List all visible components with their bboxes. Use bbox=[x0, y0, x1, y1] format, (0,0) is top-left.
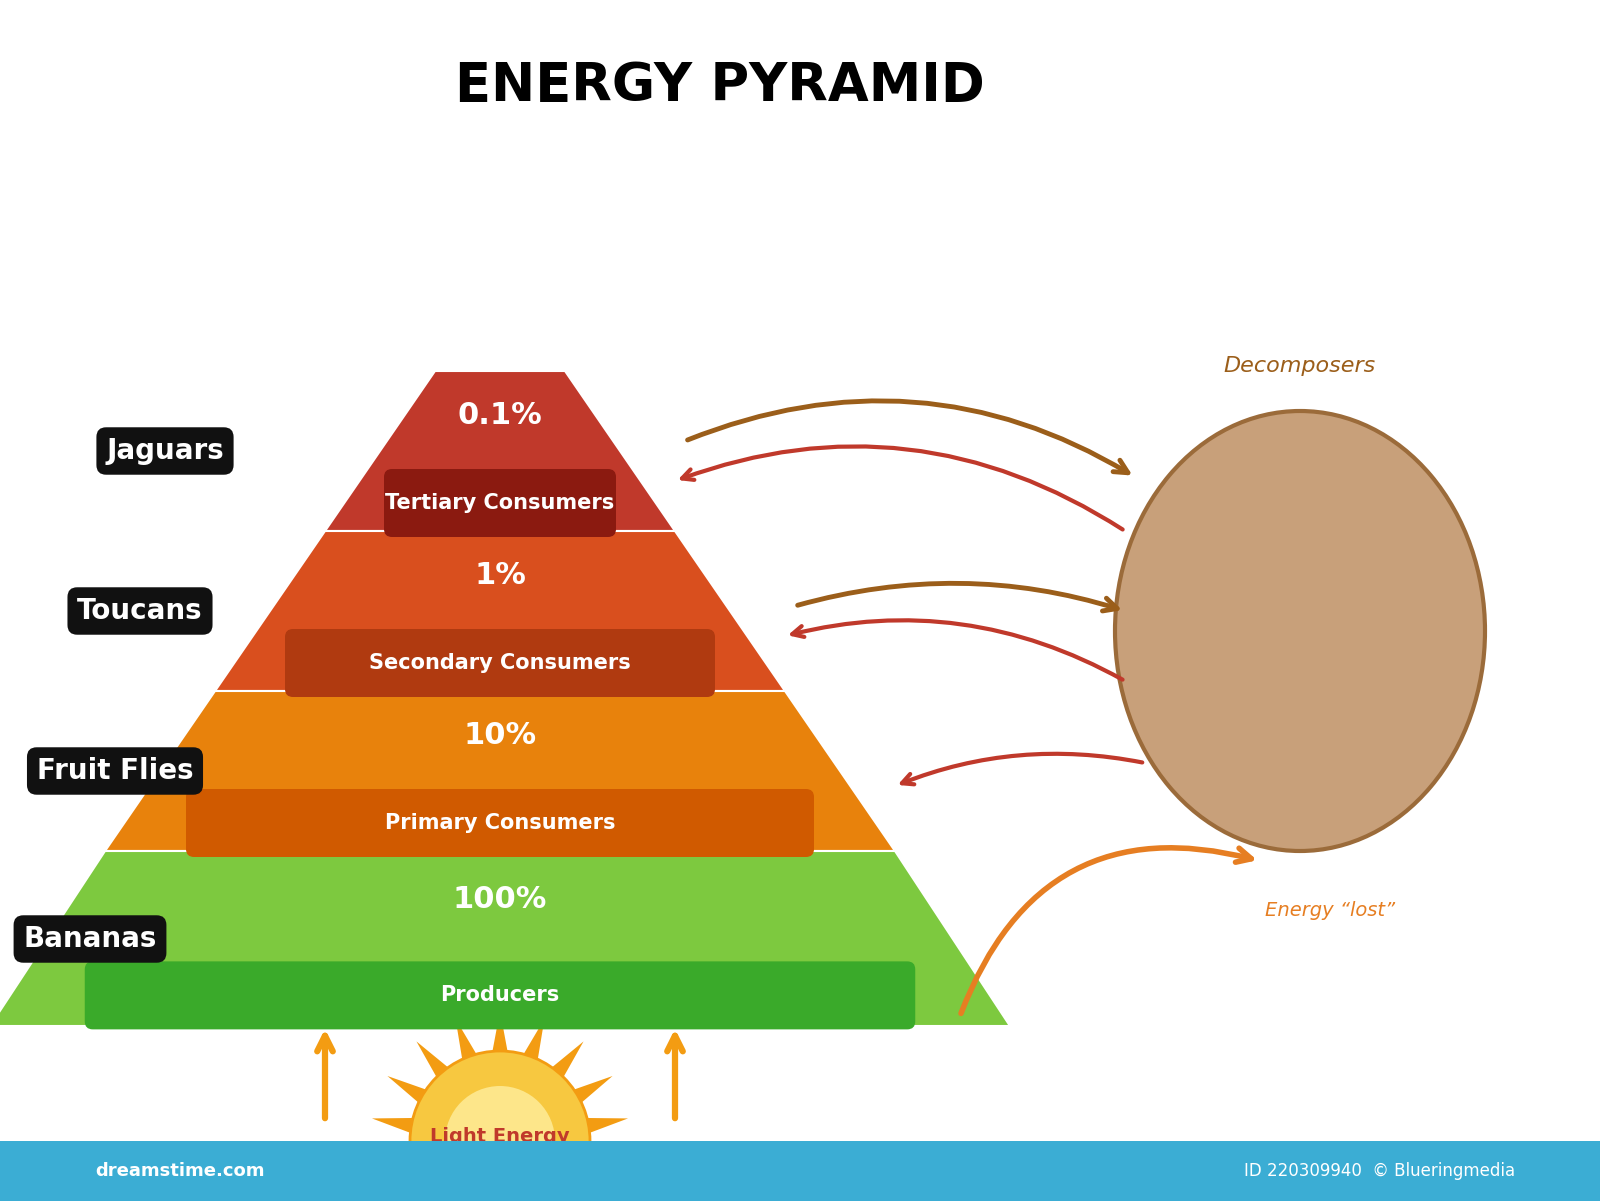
Polygon shape bbox=[552, 1076, 613, 1118]
Text: Decomposers: Decomposers bbox=[1224, 356, 1376, 376]
FancyBboxPatch shape bbox=[384, 469, 616, 537]
Text: Energy “lost”: Energy “lost” bbox=[1266, 902, 1395, 921]
FancyBboxPatch shape bbox=[285, 629, 715, 697]
Polygon shape bbox=[416, 1185, 466, 1202]
Polygon shape bbox=[456, 1200, 488, 1202]
Text: Fruit Flies: Fruit Flies bbox=[37, 757, 194, 785]
Polygon shape bbox=[387, 1165, 448, 1202]
Polygon shape bbox=[552, 1165, 613, 1202]
Text: Light Energy: Light Energy bbox=[430, 1142, 570, 1160]
Polygon shape bbox=[512, 1019, 544, 1082]
Text: 10%: 10% bbox=[464, 721, 536, 750]
Bar bbox=[0, 1146, 1600, 1201]
Text: Jaguars: Jaguars bbox=[106, 438, 224, 465]
Text: Toucans: Toucans bbox=[77, 597, 203, 625]
Text: ID 220309940  © Blueringmedia: ID 220309940 © Blueringmedia bbox=[1245, 1162, 1515, 1180]
Text: 1%: 1% bbox=[474, 561, 526, 590]
Polygon shape bbox=[563, 1118, 629, 1141]
Ellipse shape bbox=[1115, 411, 1485, 851]
FancyBboxPatch shape bbox=[85, 962, 915, 1029]
Polygon shape bbox=[0, 851, 1010, 1027]
Text: Secondary Consumers: Secondary Consumers bbox=[370, 653, 630, 673]
Text: Producers: Producers bbox=[440, 986, 560, 1005]
Polygon shape bbox=[325, 371, 675, 531]
Text: Tertiary Consumers: Tertiary Consumers bbox=[386, 493, 614, 513]
Polygon shape bbox=[456, 1019, 488, 1082]
Polygon shape bbox=[106, 691, 894, 851]
Polygon shape bbox=[534, 1041, 584, 1097]
Polygon shape bbox=[214, 531, 786, 691]
Text: ENERGY PYRAMID: ENERGY PYRAMID bbox=[454, 60, 986, 112]
Bar bbox=[0, 1141, 1600, 1201]
Text: dreamstime.com: dreamstime.com bbox=[96, 1162, 264, 1180]
Polygon shape bbox=[416, 1041, 466, 1097]
Polygon shape bbox=[371, 1141, 437, 1165]
Polygon shape bbox=[488, 1011, 512, 1075]
Polygon shape bbox=[387, 1076, 448, 1118]
Polygon shape bbox=[563, 1141, 629, 1165]
Polygon shape bbox=[534, 1185, 584, 1202]
Text: Bananas: Bananas bbox=[24, 926, 157, 953]
Text: 100%: 100% bbox=[453, 886, 547, 915]
Circle shape bbox=[410, 1051, 590, 1202]
Text: 0.1%: 0.1% bbox=[458, 401, 542, 430]
FancyBboxPatch shape bbox=[186, 789, 814, 857]
Text: Primary Consumers: Primary Consumers bbox=[384, 813, 616, 833]
Polygon shape bbox=[512, 1200, 544, 1202]
Circle shape bbox=[445, 1085, 555, 1196]
Polygon shape bbox=[371, 1118, 437, 1141]
Text: Light Energy: Light Energy bbox=[430, 1126, 570, 1146]
